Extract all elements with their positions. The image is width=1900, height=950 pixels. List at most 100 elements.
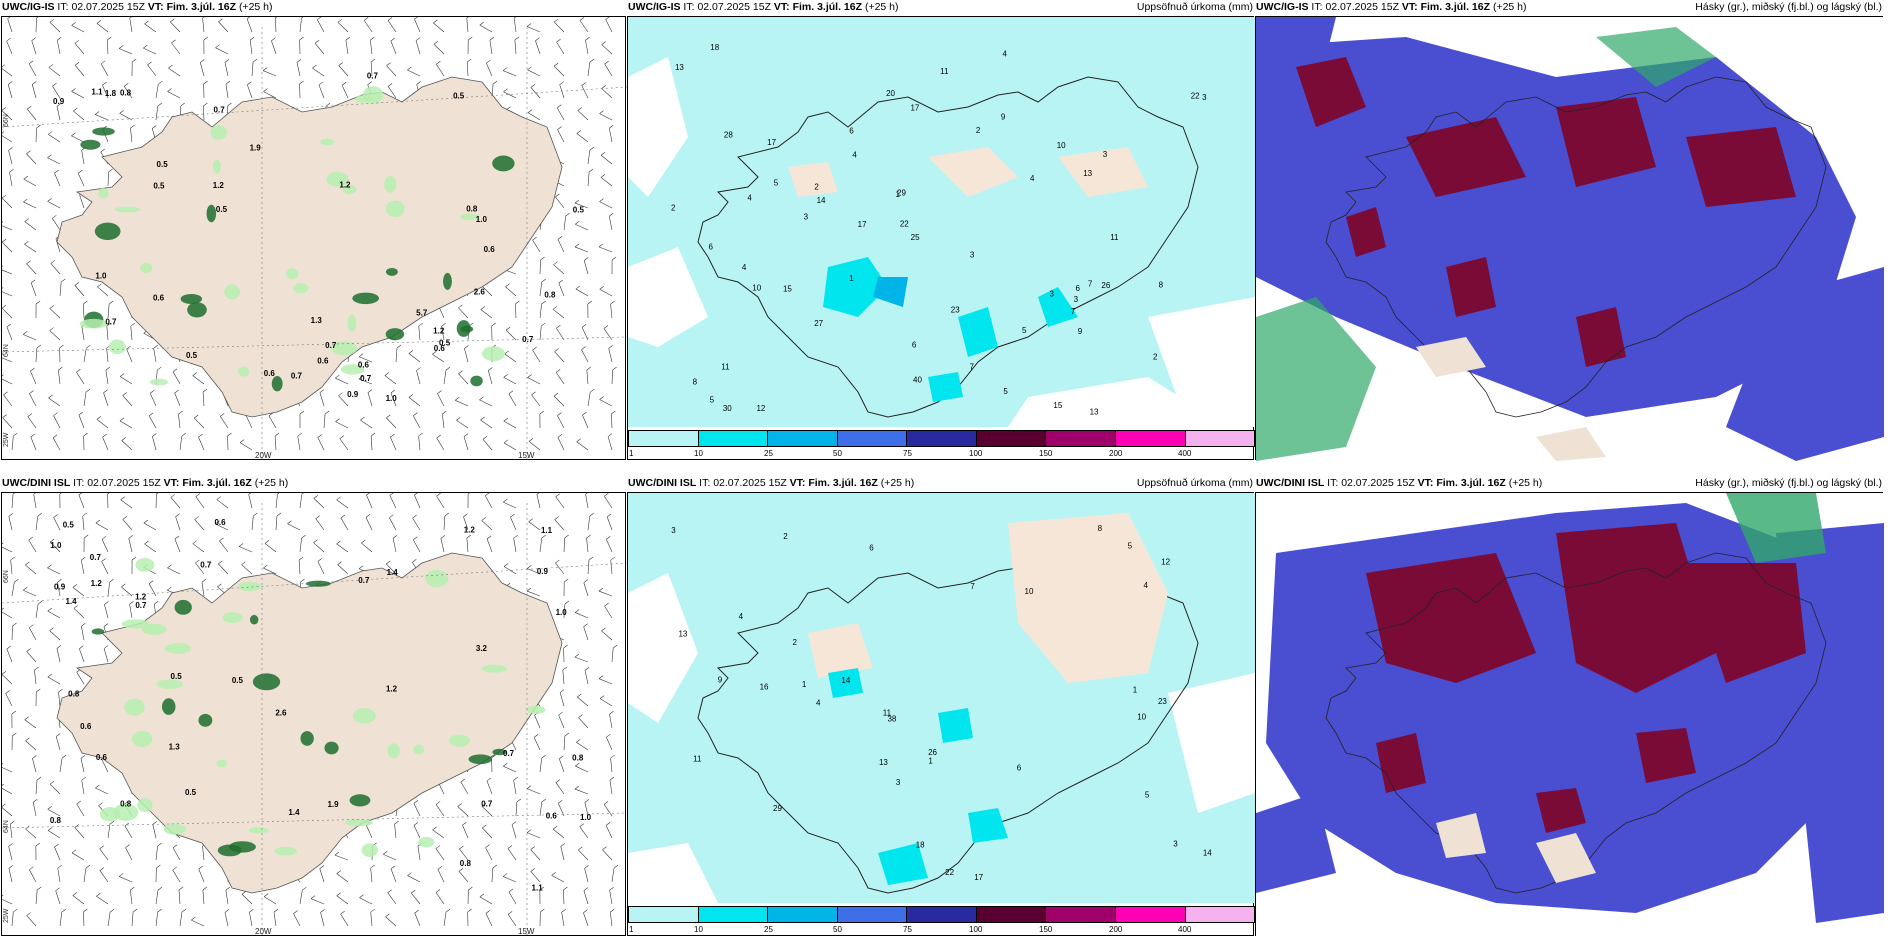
wind-barb-flag	[124, 83, 129, 87]
wind-barb	[435, 892, 445, 905]
wind-barb-flag	[36, 17, 39, 19]
value-label: 0.7	[481, 800, 493, 809]
value-label: 0.5	[153, 182, 165, 191]
value-label: 5	[774, 179, 779, 188]
wind-barb-flag	[553, 62, 559, 67]
value-label: 0.6	[358, 360, 370, 369]
wind-barb-flag	[440, 535, 446, 539]
wind-barb	[502, 70, 517, 77]
wind-barb-flag	[589, 512, 594, 517]
wind-barb-flag	[172, 866, 177, 871]
wind-barb	[415, 40, 421, 55]
wind-barb-flag	[541, 278, 546, 283]
wind-barb	[101, 759, 109, 773]
wind-barb	[27, 108, 37, 121]
wind-barb-flag	[313, 539, 318, 543]
wind-speed-patch	[98, 187, 109, 199]
wind-barb	[52, 218, 61, 231]
wind-speed-patch	[449, 734, 471, 747]
value-label: 1.2	[91, 579, 103, 588]
wind-barb-flag	[527, 374, 532, 378]
wind-barb	[587, 560, 590, 575]
wind-barb-flag	[78, 411, 84, 416]
cb-tick: 75	[903, 925, 912, 934]
value-label: 25	[911, 233, 920, 242]
wind-barb-flag	[24, 716, 29, 720]
wind-barb	[275, 494, 278, 509]
wind-barb-flag	[154, 600, 159, 605]
wind-barb-flag	[241, 891, 247, 895]
wind-barb	[77, 173, 85, 187]
wind-barb	[539, 758, 543, 773]
cb-tick: 50	[833, 449, 842, 458]
wind-barb	[83, 912, 85, 927]
wind-barb-flag	[336, 892, 341, 896]
wind-barb	[78, 414, 85, 429]
wind-barb	[8, 868, 13, 883]
wind-barb-flag	[555, 779, 561, 783]
wind-barb	[606, 539, 613, 553]
wind-barb-flag	[36, 776, 42, 781]
wind-barb	[25, 828, 37, 839]
wind-barb	[120, 376, 133, 385]
wind-barb	[31, 84, 37, 99]
value-label: 26	[928, 748, 937, 757]
wind-barb-flag	[74, 282, 80, 286]
wind-barb-flag	[227, 102, 232, 107]
wind-barb-flag	[192, 372, 197, 376]
wind-barb-flag	[122, 516, 128, 520]
wind-barb-flag	[557, 236, 563, 240]
wind-barb-flag	[263, 893, 269, 897]
wind-barb-flag	[71, 849, 77, 854]
wind-barb-flag	[600, 174, 606, 178]
wind-barb-flag	[361, 539, 366, 544]
wind-barb-flag	[574, 653, 580, 658]
wind-barb-flag	[480, 416, 485, 421]
wind-panel-bottom: UWC/DINI ISL IT: 02.07.2025 15Z VT: Fim.…	[1, 477, 627, 937]
wind-barb	[526, 788, 541, 795]
wind-barb	[598, 590, 613, 597]
wind-barb-flag	[37, 512, 42, 517]
wind-barb-flag	[599, 396, 604, 400]
wind-barb	[315, 518, 325, 531]
wind-barb-flag	[24, 218, 29, 222]
wind-barb-flag	[320, 909, 325, 913]
value-label: 0.6	[96, 753, 108, 762]
wind-barb-flag	[124, 822, 130, 827]
value-label: 10	[1057, 141, 1066, 150]
wind-barb-flag	[526, 785, 532, 789]
wind-barb	[225, 890, 229, 905]
value-label: 11	[721, 363, 730, 372]
wind-barb-flag	[126, 345, 131, 350]
wind-barb-flag	[49, 780, 55, 785]
wind-barb	[2, 307, 13, 319]
wind-speed-patch	[249, 614, 259, 625]
wind-barb	[370, 868, 373, 883]
wind-barb-flag	[479, 21, 484, 26]
wind-barb	[50, 263, 61, 275]
iceland-outline	[697, 76, 1199, 418]
wind-barb	[106, 348, 109, 363]
value-label: 18	[710, 43, 719, 52]
wind-barb	[407, 69, 421, 77]
wind-barb-flag	[577, 107, 582, 111]
wind-barb-flag	[218, 18, 223, 22]
wind-barb-flag	[57, 578, 62, 583]
wind-barb-flag	[2, 194, 7, 199]
wind-barb-flag	[61, 754, 67, 759]
wind-barb-flag	[217, 583, 222, 588]
wind-barb	[534, 714, 541, 729]
wind-barb-flag	[486, 777, 492, 782]
wind-barb	[578, 849, 589, 861]
wind-barb	[437, 393, 445, 407]
wind-barb	[312, 67, 325, 77]
wind-barb	[485, 847, 493, 861]
wind-barb-flag	[574, 785, 580, 790]
wind-barb	[9, 824, 13, 839]
value-label: 6	[869, 544, 874, 553]
wind-barb	[25, 564, 37, 575]
wind-barb	[611, 868, 615, 883]
wind-barb-flag	[26, 648, 31, 652]
wind-barb	[35, 348, 38, 363]
precip-colorbar-top	[628, 430, 1255, 447]
